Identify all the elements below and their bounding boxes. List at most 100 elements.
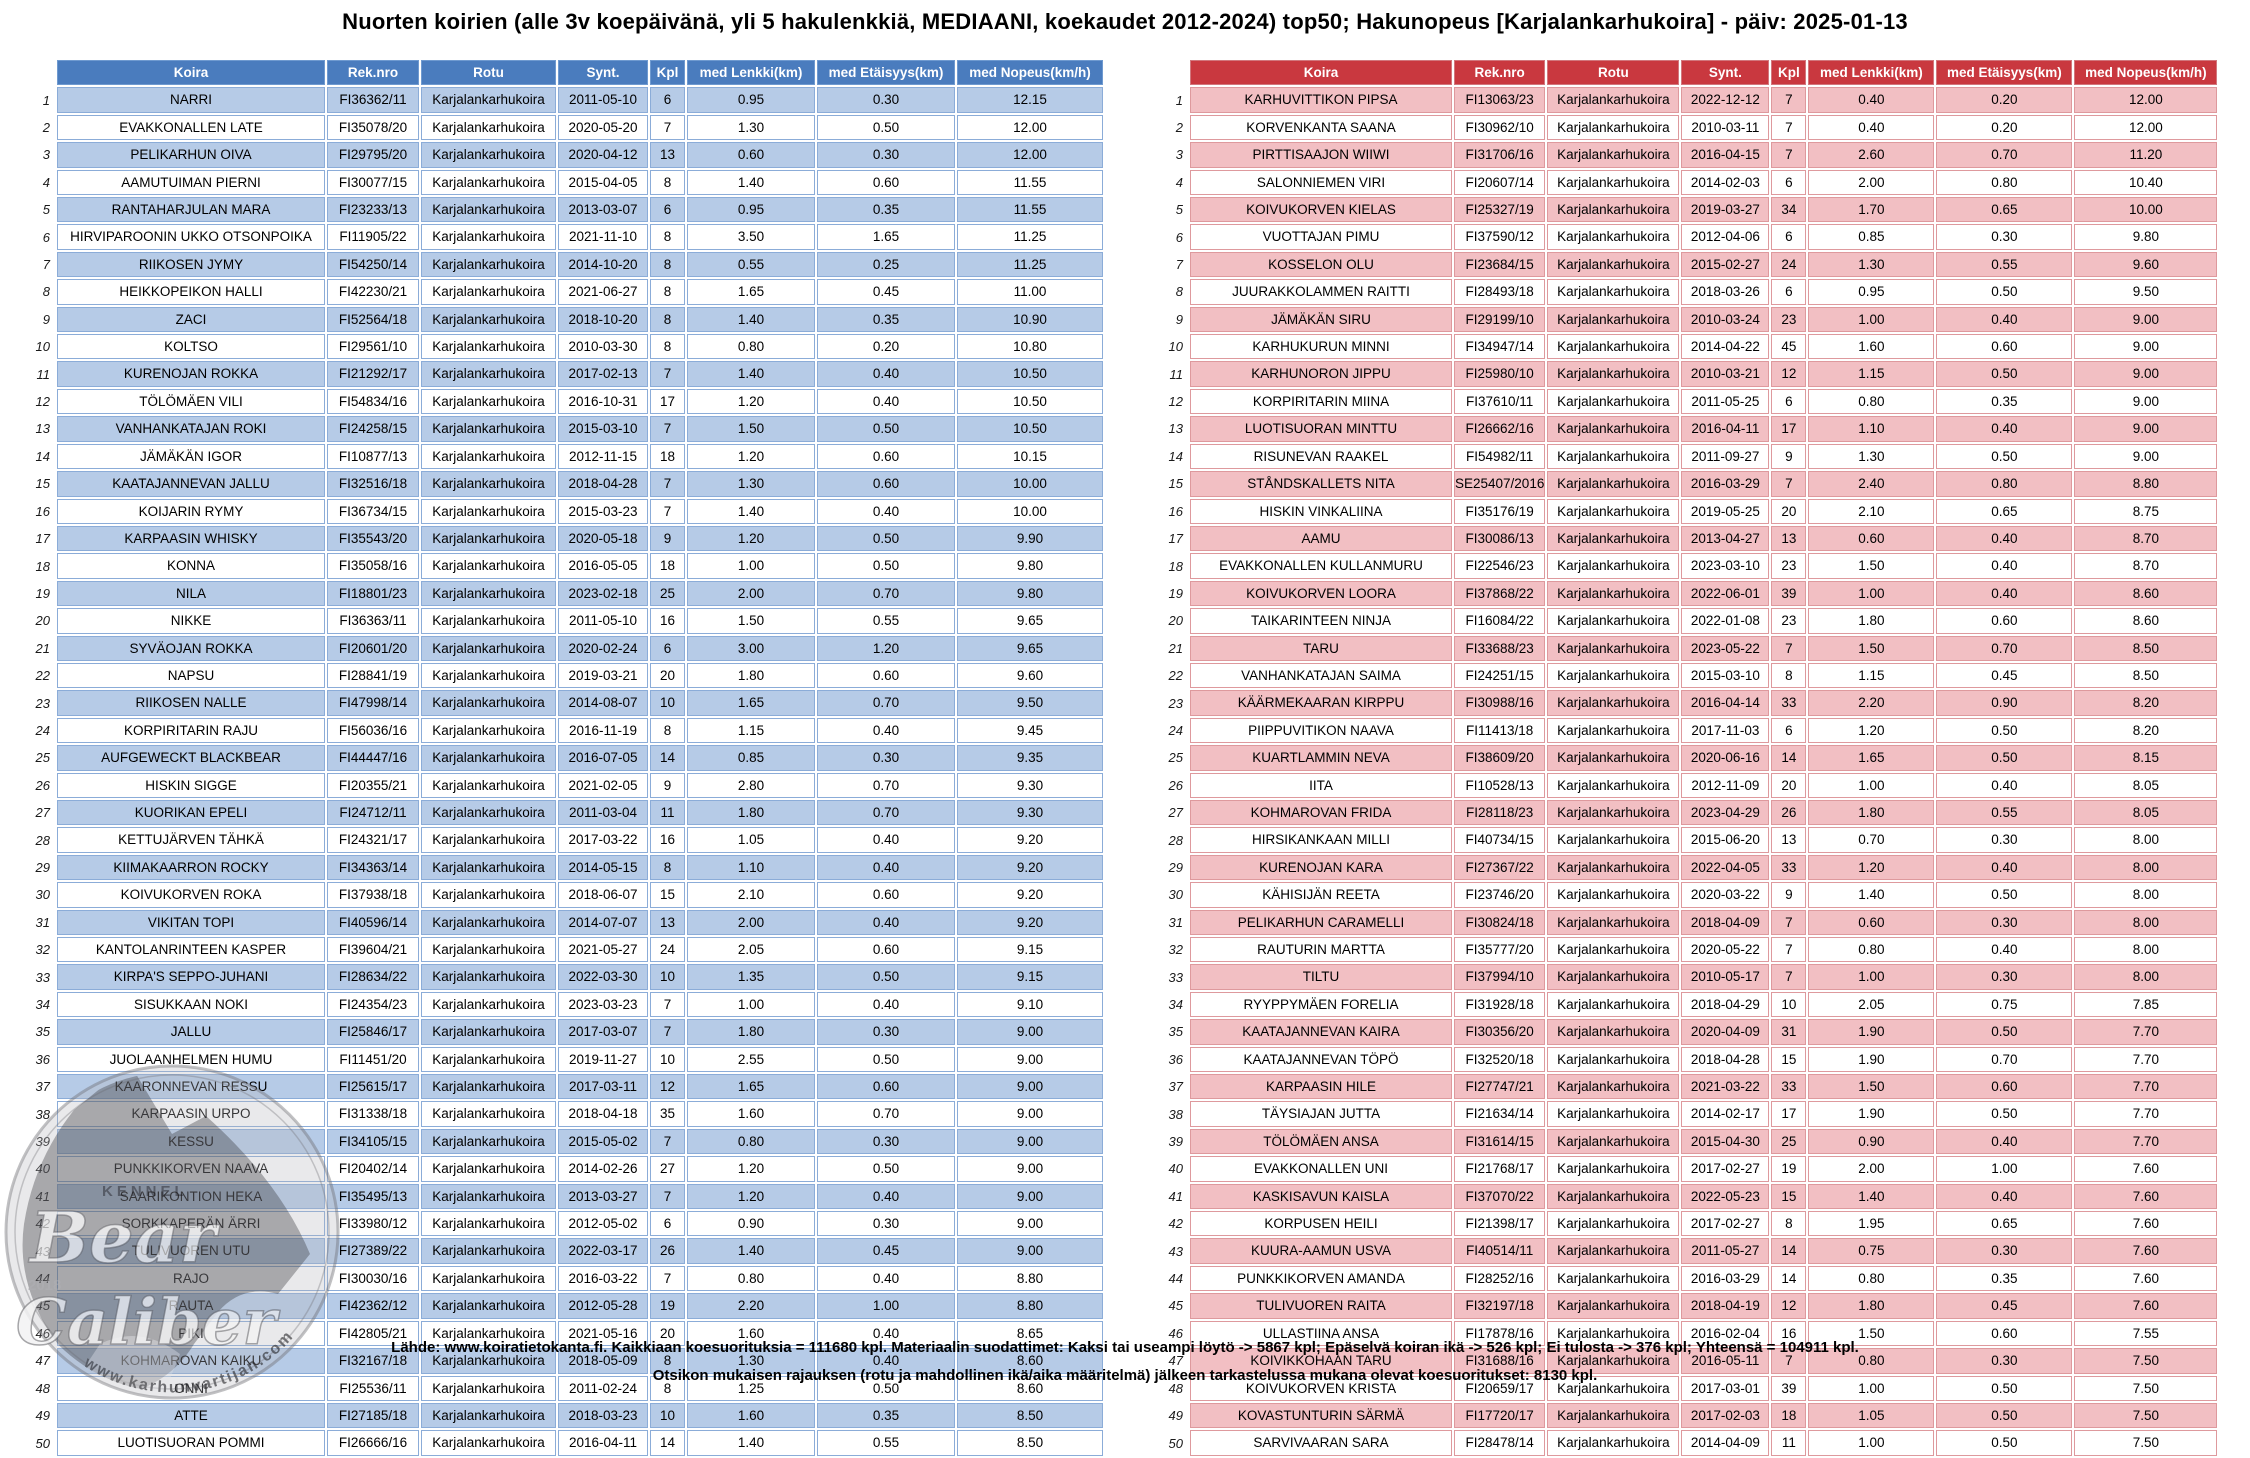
rank-cell: 39 [1168, 1134, 1183, 1150]
med-etaisyys-cell: 0.40 [1936, 1183, 2073, 1210]
dog-name-cell: TÄYSIAJAN JUTTA [1190, 1101, 1452, 1127]
count-cell: 8 [650, 334, 685, 360]
birth-date-cell: 2018-03-23 [558, 1402, 648, 1429]
count-cell: 18 [650, 443, 685, 470]
table-row: 33 KIRPA'S SEPPO-JUHANI FI28634/22 Karjalan… [29, 964, 1103, 990]
breed-cell: Karjalankarhukoira [1547, 525, 1680, 552]
dog-name-cell: KETTUJÄRVEN TÄHKÄ [57, 827, 325, 853]
med-lenkki-cell: 1.40 [687, 169, 815, 196]
reg-number-cell: FI23684/15 [1454, 251, 1546, 278]
table-row: 13 LUOTISUORAN MINTTU FI26662/16 Karjalanka… [1162, 416, 2218, 442]
count-cell: 26 [1771, 799, 1807, 826]
reg-number-cell: FI36363/11 [327, 608, 419, 634]
count-cell: 6 [1771, 388, 1807, 415]
table-row: 24 PIIPPUVITIKON NAAVA FI11413/18 Karjalank… [1162, 717, 2218, 744]
count-cell: 7 [650, 1183, 685, 1210]
med-etaisyys-cell: 0.65 [1936, 1211, 2073, 1237]
breed-cell: Karjalankarhukoira [421, 553, 556, 579]
med-lenkki-cell: 2.20 [1808, 690, 1935, 716]
rank-cell: 31 [35, 914, 50, 930]
breed-cell: Karjalankarhukoira [421, 1430, 556, 1456]
birth-date-cell: 2023-05-22 [1681, 635, 1770, 661]
reg-number-cell: FI42805/21 [327, 1320, 419, 1347]
med-lenkki-cell: 1.50 [687, 416, 815, 442]
breed-cell: Karjalankarhukoira [1547, 1238, 1680, 1264]
reg-number-cell: FI28478/14 [1454, 1430, 1546, 1456]
rank-cell: 49 [1168, 1408, 1183, 1424]
dog-name-cell: KORPUSEN HEILI [1190, 1211, 1452, 1237]
med-nopeus-cell: 8.50 [957, 1402, 1103, 1429]
med-lenkki-cell: 2.20 [687, 1293, 815, 1319]
table-row: 16 KOIJARIN RYMY FI36734/15 Karjalankarhuko… [29, 498, 1103, 524]
birth-date-cell: 2017-11-03 [1681, 717, 1770, 744]
dog-name-cell: HISKIN SIGGE [57, 772, 325, 798]
table-row: 47 KOHMAROVAN KAIKU FI32167/18 Karjalankarh… [29, 1348, 1103, 1374]
table-row: 35 KAATAJANNEVAN KAIRA FI30356/20 Karjalank… [1162, 1019, 2218, 1045]
dog-name-cell: NILA [57, 580, 325, 607]
birth-date-cell: 2014-04-22 [1681, 334, 1770, 360]
breed-cell: Karjalankarhukoira [421, 334, 556, 360]
med-etaisyys-cell: 0.30 [1936, 964, 2073, 990]
rank-cell: 48 [35, 1380, 50, 1396]
birth-date-cell: 2016-10-31 [558, 388, 648, 415]
med-lenkki-cell: 0.60 [687, 142, 815, 168]
breed-cell: Karjalankarhukoira [421, 608, 556, 634]
reg-number-cell: FI30356/20 [1454, 1019, 1546, 1045]
breed-cell: Karjalankarhukoira [1547, 1265, 1680, 1292]
med-etaisyys-cell: 0.60 [817, 169, 955, 196]
med-etaisyys-cell: 0.40 [817, 361, 955, 387]
count-cell: 34 [1771, 197, 1807, 223]
count-cell: 19 [650, 1293, 685, 1319]
table-row: 28 HIRSIKANKAAN MILLI FI40734/15 Karjalanka… [1162, 827, 2218, 853]
birth-date-cell: 2011-05-27 [1681, 1238, 1770, 1264]
med-etaisyys-cell: 0.50 [1936, 882, 2073, 908]
med-nopeus-cell: 9.00 [957, 1046, 1103, 1073]
reg-number-cell: FI35058/16 [327, 553, 419, 579]
dog-name-cell: KAATAJANNEVAN KAIRA [1190, 1019, 1452, 1045]
count-cell: 13 [1771, 827, 1807, 853]
med-nopeus-cell: 8.05 [2074, 772, 2218, 798]
table-row: 27 KOHMAROVAN FRIDA FI28118/23 Karjalankarh… [1162, 799, 2218, 826]
med-etaisyys-cell: 0.30 [817, 745, 955, 771]
birth-date-cell: 2019-03-27 [1681, 197, 1770, 223]
med-lenkki-cell: 1.30 [1808, 251, 1935, 278]
med-lenkki-cell: 0.80 [687, 334, 815, 360]
breed-cell: Karjalankarhukoira [421, 635, 556, 661]
breed-cell: Karjalankarhukoira [421, 827, 556, 853]
med-lenkki-cell: 2.40 [1808, 471, 1935, 497]
reg-number-cell: FI33980/12 [327, 1211, 419, 1237]
column-header: Kpl [1771, 60, 1807, 86]
reg-number-cell: FI54834/16 [327, 388, 419, 415]
rank-cell: 27 [35, 805, 50, 821]
med-nopeus-cell: 9.00 [2074, 361, 2218, 387]
med-nopeus-cell: 11.55 [957, 169, 1103, 196]
column-header: Rek.nro [327, 60, 419, 86]
med-nopeus-cell: 10.50 [957, 388, 1103, 415]
table-row: 4 AAMUTUIMAN PIERNI FI30077/15 Karjalankarh… [29, 169, 1103, 196]
med-lenkki-cell: 1.90 [1808, 1019, 1935, 1045]
birth-date-cell: 2017-03-11 [558, 1074, 648, 1100]
count-cell: 7 [650, 1019, 685, 1045]
column-header: Synt. [1681, 60, 1770, 86]
dog-name-cell: RYYPPYMÄEN FORELIA [1190, 991, 1452, 1018]
med-nopeus-cell: 7.60 [2074, 1156, 2218, 1182]
reg-number-cell: FI34105/15 [327, 1128, 419, 1155]
birth-date-cell: 2014-02-26 [558, 1156, 648, 1182]
dog-name-cell: TÖLÖMÄEN ANSA [1190, 1128, 1452, 1155]
rank-cell: 26 [1168, 777, 1183, 793]
med-nopeus-cell: 9.50 [2074, 279, 2218, 305]
dog-name-cell: VIKITAN TOPI [57, 909, 325, 935]
med-lenkki-cell: 1.95 [1808, 1211, 1935, 1237]
med-nopeus-cell: 10.50 [957, 416, 1103, 442]
birth-date-cell: 2010-03-21 [1681, 361, 1770, 387]
reg-number-cell: FI32167/18 [327, 1348, 419, 1374]
count-cell: 6 [650, 635, 685, 661]
med-etaisyys-cell: 1.65 [817, 224, 955, 250]
dog-name-cell: KOHMAROVAN FRIDA [1190, 799, 1452, 826]
birth-date-cell: 2018-04-29 [1681, 991, 1770, 1018]
dog-name-cell: PELIKARHUN CARAMELLI [1190, 909, 1452, 935]
rank-cell: 19 [35, 585, 50, 601]
med-etaisyys-cell: 0.50 [1936, 1019, 2073, 1045]
dog-name-cell: KAATAJANNEVAN TÖPÖ [1190, 1046, 1452, 1073]
breed-cell: Karjalankarhukoira [421, 471, 556, 497]
